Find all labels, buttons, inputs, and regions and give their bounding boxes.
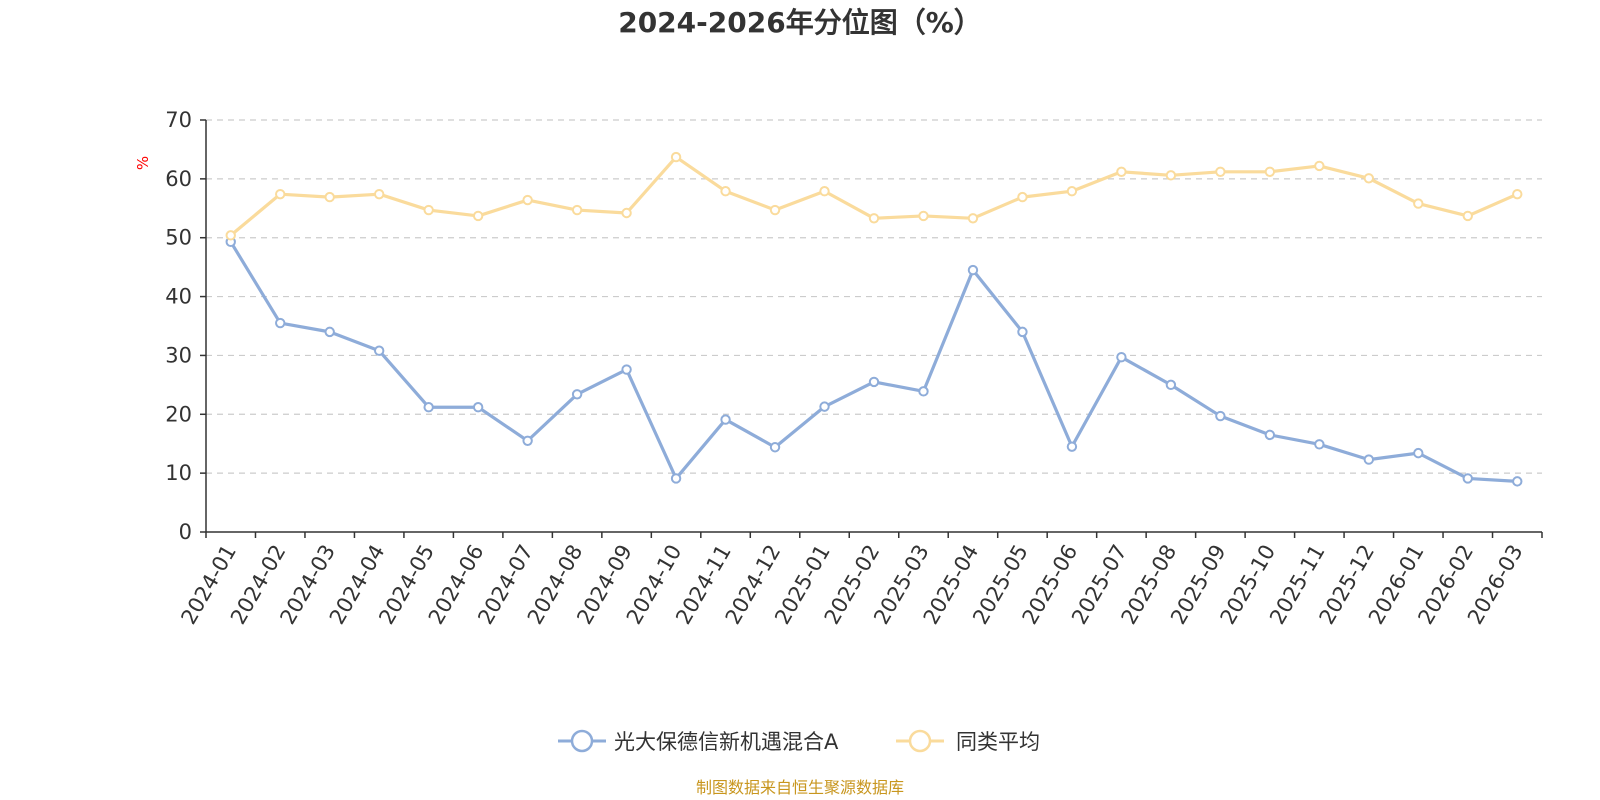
data-point: [1512, 476, 1523, 487]
data-point: [1017, 191, 1028, 203]
y-tick-label: 0: [179, 520, 192, 544]
data-point: [769, 442, 781, 453]
data-point: [1215, 410, 1226, 422]
data-point: [918, 386, 929, 397]
legend-marker-icon: [908, 729, 932, 753]
data-point: [1363, 173, 1375, 184]
data-point: [720, 414, 731, 425]
data-point: [1413, 198, 1424, 209]
chart-title: 2024-2026年分位图（%）: [618, 6, 982, 39]
data-point: [1512, 188, 1523, 200]
data-point: [373, 345, 385, 356]
legend: 光大保德信新机遇混合A 同类平均: [558, 729, 1040, 754]
data-point: [324, 191, 335, 203]
data-point: [769, 204, 781, 216]
data-point: [1264, 429, 1276, 441]
data-point: [472, 210, 484, 222]
data-point: [720, 186, 731, 197]
series-line: [229, 155, 1519, 237]
data-point: [819, 401, 830, 412]
series-0: [225, 236, 1523, 487]
data-point: [868, 376, 880, 388]
data-point: [1116, 351, 1127, 363]
y-tick-label: 60: [165, 167, 192, 191]
data-point: [522, 435, 533, 446]
data-point: [324, 326, 335, 338]
data-point: [1165, 379, 1177, 391]
series-1: [225, 151, 1523, 241]
y-tick-label: 50: [165, 226, 192, 250]
data-point: [423, 402, 434, 413]
data-point: [571, 204, 583, 216]
y-tick-label: 30: [165, 343, 192, 367]
data-point: [1314, 439, 1325, 450]
y-tick-label: 20: [165, 402, 192, 426]
data-point: [472, 402, 484, 413]
legend-marker-icon: [570, 729, 594, 753]
data-point: [1066, 186, 1078, 197]
legend-label: 光大保德信新机遇混合A: [614, 730, 839, 754]
y-tick-label: 70: [165, 108, 192, 132]
data-point: [621, 364, 632, 375]
y-tick-label: 40: [165, 285, 192, 309]
data-point: [1165, 170, 1177, 181]
data-point: [1116, 166, 1127, 177]
data-point: [670, 473, 682, 484]
data-point: [1363, 454, 1375, 465]
data-point: [967, 264, 979, 276]
data-point: [670, 151, 682, 163]
data-point: [1462, 473, 1473, 484]
data-point: [1215, 166, 1226, 177]
y-tick-label: 10: [165, 461, 192, 485]
data-point: [373, 188, 385, 200]
legend-item[interactable]: 同类平均: [896, 729, 1040, 754]
y-axis-unit-label: %: [134, 156, 152, 170]
data-point: [868, 213, 880, 224]
data-point: [1413, 447, 1424, 459]
data-point: [522, 194, 533, 206]
axes: 0102030405060702024-012024-022024-032024…: [165, 108, 1543, 628]
data-point: [1264, 166, 1276, 177]
data-point: [423, 204, 434, 216]
data-point: [819, 186, 830, 197]
grid-lines: [206, 119, 1542, 474]
source-note: 制图数据来自恒生聚源数据库: [696, 778, 904, 797]
data-point: [571, 389, 583, 400]
data-point: [621, 207, 632, 219]
data-point: [1066, 441, 1078, 452]
data-point: [1462, 210, 1473, 222]
data-point: [1314, 160, 1325, 172]
data-point: [275, 188, 286, 200]
data-point: [275, 317, 286, 329]
data-point: [918, 210, 929, 222]
legend-label: 同类平均: [956, 730, 1040, 754]
data-point: [1017, 326, 1028, 338]
legend-item[interactable]: 光大保德信新机遇混合A: [558, 729, 839, 754]
series-lines: [225, 151, 1523, 487]
data-point: [225, 230, 236, 241]
data-point: [967, 213, 979, 224]
